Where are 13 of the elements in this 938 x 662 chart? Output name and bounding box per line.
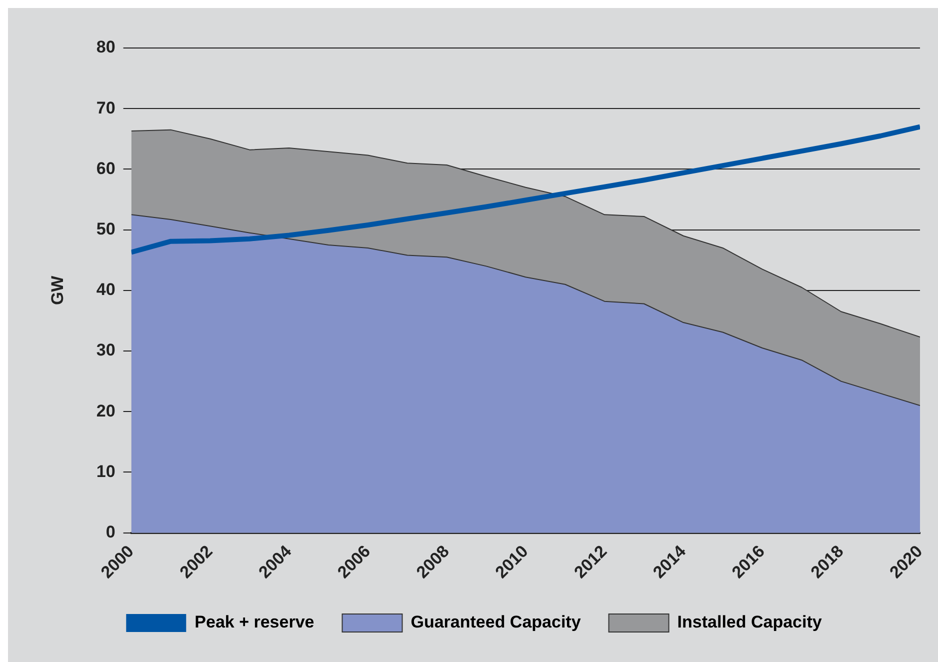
y-tick-label: 80 <box>96 38 116 57</box>
y-tick-label: 20 <box>96 401 116 420</box>
legend-label: Guaranteed Capacity <box>410 612 582 632</box>
y-tick-label: 30 <box>96 340 116 360</box>
y-tick-label: 70 <box>96 98 116 118</box>
legend-label: Peak + reserve <box>194 612 314 632</box>
y-tick-label: 0 <box>106 522 116 542</box>
y-tick-label: 10 <box>96 462 116 481</box>
legend-label: Installed Capacity <box>677 612 822 632</box>
y-axis-title: GW <box>48 274 67 306</box>
y-tick-label: 50 <box>96 220 116 238</box>
y-tick-label: 60 <box>96 158 116 178</box>
y-tick-label: 40 <box>96 280 116 300</box>
